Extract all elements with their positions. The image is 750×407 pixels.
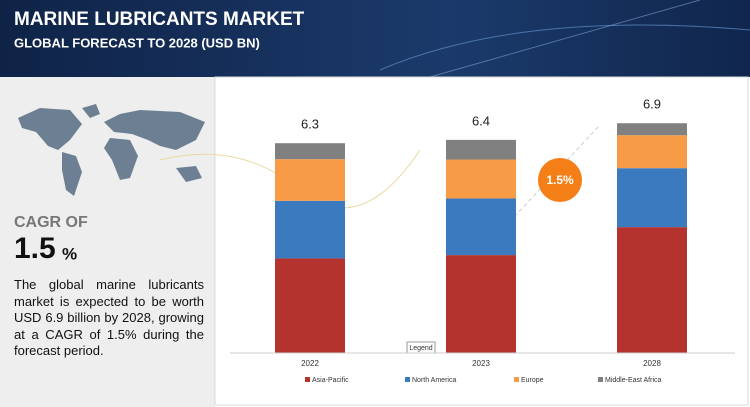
bar-segment	[275, 200, 345, 259]
cagr-unit: %	[62, 244, 77, 263]
x-tick-label: 2028	[643, 359, 661, 368]
total-label: 6.3	[301, 117, 319, 132]
cagr-bubble-label: 1.5%	[546, 173, 574, 187]
total-label: 6.4	[472, 113, 490, 128]
title: MARINE LUBRICANTS MARKET	[14, 9, 305, 30]
x-tick-label: 2023	[472, 359, 490, 368]
bar-segment	[617, 168, 687, 228]
bar-segment	[446, 159, 516, 199]
subtitle: GLOBAL FORECAST TO 2028 (USD BN)	[14, 35, 260, 50]
bar-segment	[275, 258, 345, 353]
legend-swatch	[598, 377, 603, 382]
cagr-value: 1.5	[14, 232, 56, 265]
header-decor	[379, 24, 750, 71]
bar-segment	[446, 198, 516, 256]
bar-segment	[617, 135, 687, 169]
legend-label: North America	[412, 377, 456, 384]
header-band	[0, 0, 750, 77]
world-map	[18, 104, 205, 196]
legend-label: Asia-Pacific	[312, 377, 349, 384]
cagr-label: CAGR OF	[14, 214, 88, 231]
bar-segment	[275, 159, 345, 201]
legend-swatch	[405, 377, 410, 382]
summary-text: The global marine lubricants market is e…	[14, 277, 204, 358]
cagr-bubble	[538, 158, 582, 202]
legend-swatch	[305, 377, 310, 382]
bar-segment	[617, 123, 687, 136]
total-label: 6.9	[643, 97, 661, 112]
legend-tooltip-label: Legend	[409, 345, 432, 352]
x-tick-label: 2022	[301, 359, 319, 368]
legend-label: Middle-East Africa	[605, 377, 662, 384]
bar-segment	[446, 255, 516, 353]
bar-segment	[275, 143, 345, 160]
legend-label: Europe	[521, 377, 544, 384]
bar-segment	[617, 227, 687, 353]
bar-segment	[446, 139, 516, 160]
legend-swatch	[514, 377, 519, 382]
header-decor	[429, 0, 701, 78]
